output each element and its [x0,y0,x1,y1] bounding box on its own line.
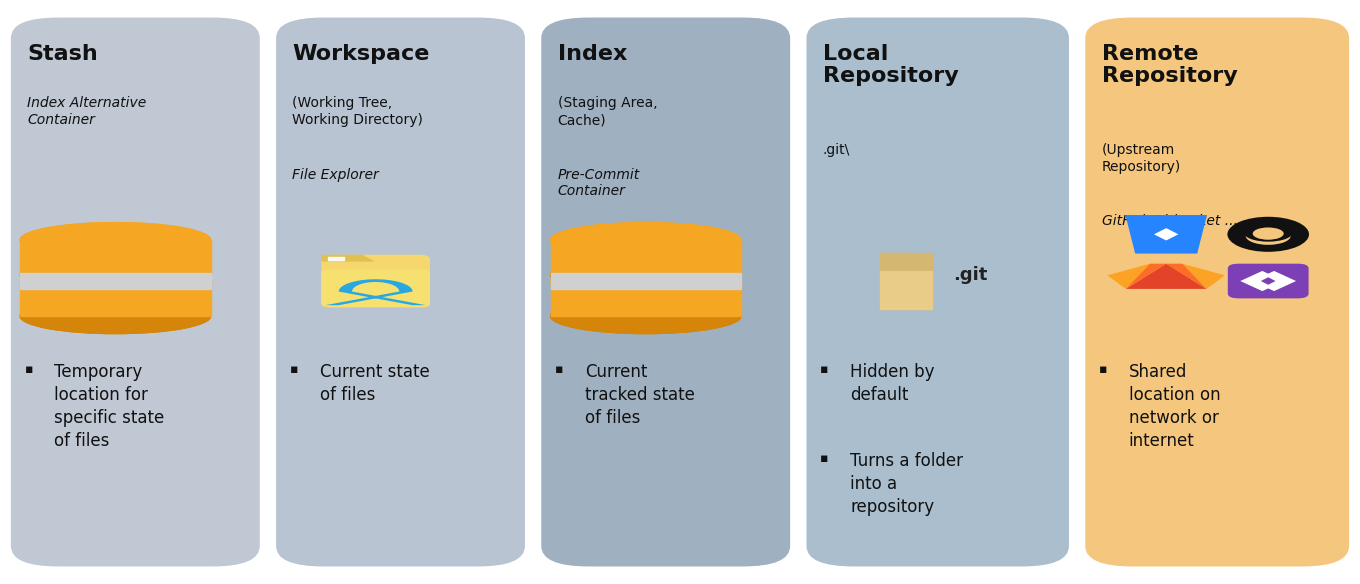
Ellipse shape [551,223,741,258]
Ellipse shape [551,263,741,298]
Ellipse shape [1246,227,1291,245]
Ellipse shape [20,298,211,333]
Polygon shape [1126,264,1167,289]
Text: Index Alternative
Container: Index Alternative Container [27,96,147,127]
Text: Index: Index [558,44,627,64]
Text: ▪: ▪ [24,363,33,376]
FancyBboxPatch shape [1085,18,1349,566]
Text: Current
tracked state
of files: Current tracked state of files [585,363,695,427]
Text: File Explorer: File Explorer [292,168,379,182]
FancyBboxPatch shape [11,18,260,566]
Bar [922,260,932,265]
Text: (Upstream
Repository): (Upstream Repository) [1102,143,1180,174]
Polygon shape [1153,228,1178,241]
Text: ▪: ▪ [820,452,828,465]
Text: ▪: ▪ [290,363,298,376]
Text: Remote
Repository: Remote Repository [1102,44,1238,86]
Ellipse shape [1243,224,1293,242]
Ellipse shape [20,258,211,293]
Text: Temporary
location for
specific state
of files: Temporary location for specific state of… [54,363,165,450]
Polygon shape [1167,264,1206,289]
Ellipse shape [20,223,211,258]
Polygon shape [1126,264,1206,289]
Ellipse shape [20,298,211,333]
Ellipse shape [1228,217,1308,252]
Ellipse shape [551,258,741,293]
Text: (Staging Area,
Cache): (Staging Area, Cache) [558,96,657,127]
Polygon shape [321,255,375,262]
Bar [880,253,932,309]
Polygon shape [1107,264,1151,289]
Text: Shared
location on
network or
internet: Shared location on network or internet [1129,363,1220,450]
Bar [551,281,741,316]
Text: .git: .git [953,266,987,284]
Text: Workspace: Workspace [292,44,430,64]
Ellipse shape [1276,221,1293,228]
Ellipse shape [551,223,741,258]
Ellipse shape [1253,227,1284,239]
Bar [20,273,211,289]
FancyBboxPatch shape [321,269,430,307]
Text: Hidden by
default: Hidden by default [850,363,934,404]
Bar [20,281,211,316]
Polygon shape [325,279,426,305]
Ellipse shape [551,298,741,333]
Polygon shape [1182,264,1225,289]
Text: (Working Tree,
Working Directory): (Working Tree, Working Directory) [292,96,423,127]
Text: ▪: ▪ [1099,363,1107,376]
Text: Current state
of files: Current state of files [320,363,430,404]
Text: ▪: ▪ [820,363,828,376]
Ellipse shape [20,223,211,258]
Bar [880,253,908,260]
Text: Turns a folder
into a
repository: Turns a folder into a repository [850,452,963,516]
Ellipse shape [551,298,741,333]
Polygon shape [1265,271,1296,291]
Bar [551,240,741,275]
FancyBboxPatch shape [1228,264,1308,298]
Text: GitHub,Bitbucket ...: GitHub,Bitbucket ... [1102,214,1238,228]
Text: .git\: .git\ [823,143,850,157]
FancyBboxPatch shape [321,255,430,307]
Text: Local
Repository: Local Repository [823,44,959,86]
Polygon shape [1240,271,1272,291]
Text: ▪: ▪ [555,363,563,376]
Text: Pre-Commit
Container: Pre-Commit Container [558,168,639,199]
Ellipse shape [1243,221,1261,228]
FancyBboxPatch shape [276,18,525,566]
Text: Stash: Stash [27,44,98,64]
Ellipse shape [20,263,211,298]
Bar [328,257,344,259]
Polygon shape [1126,215,1208,253]
FancyBboxPatch shape [541,18,790,566]
Bar [880,271,932,309]
Bar [20,240,211,275]
Bar [551,273,741,289]
FancyBboxPatch shape [806,18,1069,566]
